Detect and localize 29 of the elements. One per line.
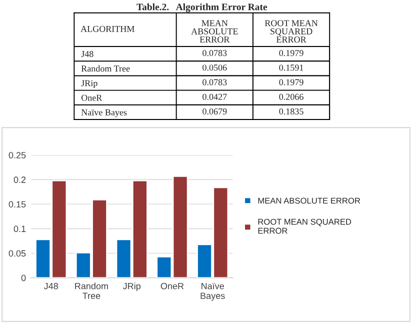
- y-tick-label: 0.1: [14, 226, 26, 232]
- y-tick-label: 0.25: [8, 152, 26, 158]
- y-tick-label: 0.2: [14, 176, 26, 183]
- y-tick-label: 0: [21, 274, 26, 282]
- x-tick-label: OneR: [160, 282, 184, 290]
- x-tick-label: J48: [44, 282, 58, 290]
- data-label: 0.1835: [279, 108, 304, 115]
- y-tick-label: OneR: [81, 94, 102, 101]
- legend-label: ROOT MEAN SQUARED ERROR: [258, 218, 352, 234]
- data-label: 0.1979: [279, 50, 304, 56]
- chart-title: Table.2. Algorithm Error Rate: [136, 3, 268, 12]
- x-tick-label: JRip: [122, 282, 140, 292]
- data-label: 0.0783: [202, 50, 227, 56]
- y-tick-label: Random Tree: [81, 65, 130, 72]
- data-label: 0.0427: [202, 94, 227, 100]
- data-label: 0.1979: [279, 79, 304, 86]
- data-label: 0.0506: [202, 64, 227, 71]
- y-tick-label: J48: [81, 50, 94, 58]
- x-tick-label: Naïve Bayes: [200, 282, 225, 301]
- data-label: 0.0783: [202, 79, 227, 86]
- y-tick-label: JRip: [81, 80, 98, 88]
- y-tick-label: 0.15: [8, 201, 26, 208]
- data-label: 0.2066: [279, 94, 304, 100]
- data-label: 0.0679: [202, 108, 227, 115]
- y-axis-title: ALGORITHM: [80, 26, 134, 32]
- data-label: 0.1591: [279, 64, 304, 71]
- y-tick-label: 0.05: [8, 250, 26, 257]
- legend-label: MEAN ABSOLUTE ERROR: [258, 198, 360, 204]
- y-tick-label: Naïve Bayes: [81, 109, 127, 118]
